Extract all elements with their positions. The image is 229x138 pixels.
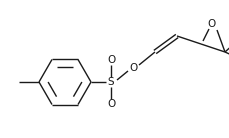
Text: O: O	[107, 99, 115, 109]
Text: O: O	[207, 19, 215, 29]
Text: O: O	[129, 63, 137, 73]
Text: O: O	[107, 55, 115, 65]
Text: S: S	[108, 77, 114, 87]
